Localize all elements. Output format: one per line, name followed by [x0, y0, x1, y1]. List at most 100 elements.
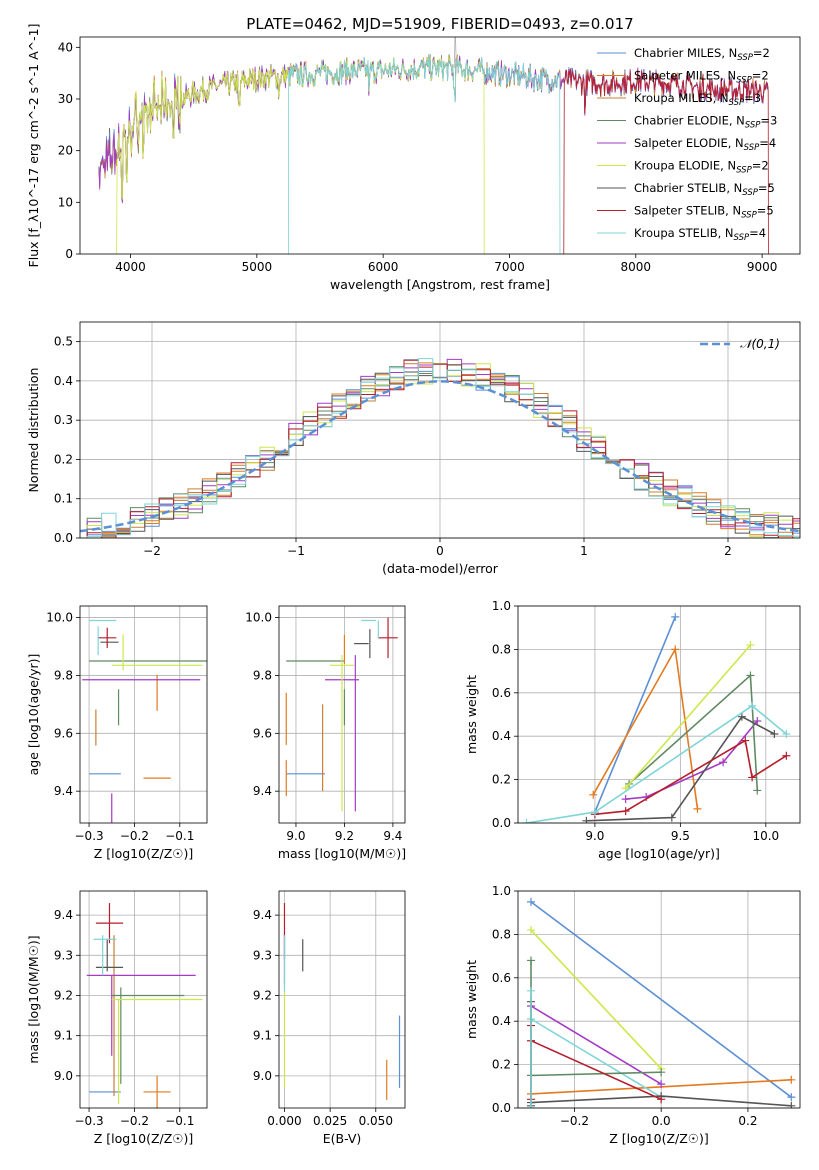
- data-point: [527, 1104, 536, 1108]
- y-tick-label: 0.3: [54, 413, 73, 427]
- y-axis-label: Flux [f_λ10^-17 erg cm^-2 s^-1 A^-1]: [26, 24, 41, 268]
- panel-8: −0.2 0.0 0.2 0.0 0.2 0.4 0.6 0.8 1.0 Z [log10(Z/Z…: [464, 884, 801, 1146]
- x-axis-label: (data-model)/error: [382, 561, 499, 576]
- x-tick-label: 1: [580, 544, 588, 558]
- x-tick-label: −0.2: [120, 1114, 149, 1128]
- y-tick-label: 10.0: [46, 611, 73, 625]
- panel-4: 9.0 9.2 9.4 9.4 9.6 9.8 10.0 mass [log10(M/M☉)]: [245, 605, 406, 861]
- series-line: [625, 644, 752, 789]
- data-point: [667, 813, 676, 822]
- panel-1: 4000 5000 6000 7000 8000 9000 0 10 20 30 40 wavelen…: [26, 24, 801, 292]
- y-tick-label: 0.2: [54, 452, 73, 466]
- axes-frame: [278, 605, 406, 824]
- data-point: [787, 1075, 796, 1084]
- y-tick-label: 9.0: [253, 1069, 272, 1083]
- plot-area: [285, 617, 398, 812]
- data-point: [527, 926, 536, 935]
- data-point: [621, 807, 630, 816]
- x-tick-label: 9.0: [585, 829, 604, 843]
- y-tick-label: 9.0: [54, 1069, 73, 1083]
- y-axis-label: Normed distribution: [26, 368, 41, 493]
- series-line: [530, 1005, 662, 1085]
- data-point: [741, 736, 750, 745]
- y-tick-label: 9.3: [54, 948, 73, 962]
- series-line: [530, 901, 792, 1098]
- legend-label: Chabrier ELODIE, NSSP=3: [634, 114, 777, 131]
- y-tick-label: 0.8: [492, 927, 511, 941]
- plot-area: [527, 897, 796, 1108]
- x-tick-label: 9.5: [671, 829, 690, 843]
- series-line: [592, 646, 699, 810]
- x-axis-label: Z [log10(Z/Z☉)]: [94, 846, 194, 861]
- x-tick-label: 9.4: [383, 829, 402, 843]
- axes-frame: [517, 890, 801, 1109]
- x-tick-label: 9000: [747, 260, 778, 274]
- plot-area: [80, 358, 800, 538]
- histogram-step: [80, 358, 800, 538]
- x-tick-label: 4000: [115, 260, 146, 274]
- y-tick-label: 0.8: [492, 642, 511, 656]
- y-tick-label: 0.2: [492, 773, 511, 787]
- y-tick-label: 9.6: [54, 726, 73, 740]
- y-tick-label: 1.0: [492, 884, 511, 898]
- data-point: [657, 1095, 666, 1104]
- y-tick-label: 9.3: [253, 948, 272, 962]
- data-point: [748, 773, 757, 782]
- y-tick-label: 0.6: [492, 686, 511, 700]
- spectrum-line: [563, 68, 769, 254]
- panel-6: −0.3 −0.2 −0.1 9.0 9.1 9.2 9.3 9.4 Z [log10(Z/Z☉…: [26, 890, 208, 1146]
- legend-label: Kroupa MILES, NSSP=3: [634, 91, 761, 108]
- y-tick-label: 9.8: [54, 668, 73, 682]
- x-tick-label: −0.1: [165, 829, 194, 843]
- y-axis-label: mass weight: [464, 675, 479, 754]
- data-point: [671, 612, 680, 621]
- series-line: [586, 715, 775, 822]
- y-tick-label: 1.0: [492, 599, 511, 613]
- x-tick-label: 0.050: [359, 1114, 393, 1128]
- plot-area: [86, 903, 203, 1108]
- y-tick-label: 0.4: [54, 374, 73, 388]
- x-axis-label: wavelength [Angstrom, rest frame]: [330, 277, 550, 292]
- data-point: [782, 751, 791, 760]
- data-point: [671, 645, 680, 654]
- plot-area: [522, 612, 791, 823]
- x-tick-label: 0.000: [267, 1114, 301, 1128]
- x-tick-label: 6000: [368, 260, 399, 274]
- y-tick-label: 0.0: [492, 816, 511, 830]
- data-point: [737, 712, 746, 721]
- plot-area: [98, 37, 769, 254]
- series-line: [526, 704, 787, 823]
- normal-curve: [80, 380, 800, 533]
- data-point: [746, 641, 755, 650]
- y-tick-label: 0.4: [492, 1014, 511, 1028]
- series-line: [594, 616, 676, 813]
- data-point: [770, 730, 779, 739]
- axes-frame: [278, 890, 406, 1109]
- data-point: [589, 790, 598, 799]
- y-tick-label: 9.4: [54, 784, 73, 798]
- y-tick-label: 0.2: [492, 1058, 511, 1072]
- x-tick-label: 9.0: [286, 829, 305, 843]
- x-tick-label: −0.2: [120, 829, 149, 843]
- x-tick-label: 9.2: [335, 829, 354, 843]
- legend: Chabrier MILES, NSSP=2 Salpeter MILES, NS…: [597, 46, 777, 243]
- data-point: [657, 1080, 666, 1089]
- x-axis-label: age [log10(age/yr)]: [598, 846, 720, 861]
- y-tick-label: 40: [58, 40, 73, 54]
- legend-label: Kroupa ELODIE, NSSP=2: [634, 159, 769, 176]
- axes-frame: [79, 890, 208, 1109]
- y-tick-label: 9.4: [253, 784, 272, 798]
- series-line: [530, 1018, 662, 1098]
- axes-frame: [79, 605, 208, 824]
- data-point: [522, 819, 531, 823]
- axes-frame: [517, 605, 801, 824]
- data-point: [753, 717, 762, 726]
- data-point: [787, 1093, 796, 1102]
- x-tick-label: −0.1: [165, 1114, 194, 1128]
- series-line: [530, 929, 662, 1070]
- y-tick-label: 10: [58, 195, 73, 209]
- x-tick-label: 0.2: [738, 1114, 757, 1128]
- legend-label: Salpeter ELODIE, NSSP=4: [634, 136, 776, 153]
- legend-label: Chabrier STELIB, NSSP=5: [634, 181, 775, 198]
